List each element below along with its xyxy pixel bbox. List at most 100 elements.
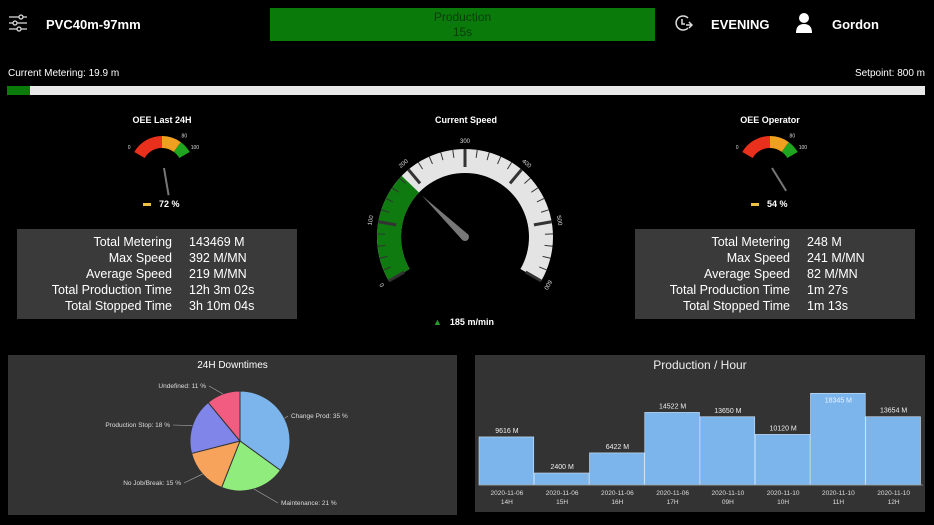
gauge-tick-label: 100 bbox=[799, 145, 808, 151]
arrow-up-icon: ▲ bbox=[433, 317, 442, 327]
stats-row: Max Speed 392 M/MN bbox=[17, 250, 297, 266]
minor-tick bbox=[531, 187, 539, 193]
machine-status-banner: Production 15s bbox=[270, 8, 655, 41]
minor-tick bbox=[497, 156, 502, 165]
minor-tick bbox=[538, 266, 547, 271]
operator-name[interactable]: Gordon bbox=[832, 17, 879, 32]
production-hour-title: Production / Hour bbox=[653, 358, 747, 372]
x-tick-label-hour: 16H bbox=[611, 499, 623, 506]
stats-value: 12h 3m 02s bbox=[189, 283, 255, 297]
x-tick-label-date: 2020-11-06 bbox=[546, 490, 579, 497]
x-tick-label-hour: 14H bbox=[501, 499, 513, 506]
oee-24h-value: 72 % bbox=[143, 199, 180, 209]
major-tick bbox=[533, 220, 552, 227]
pie-slice-label: Undefined: 11 % bbox=[158, 383, 206, 390]
minor-tick bbox=[475, 149, 478, 158]
pie-slice-label: Production Stop: 18 % bbox=[105, 422, 170, 429]
shift-name: EVENING bbox=[711, 17, 770, 32]
speed-needle bbox=[421, 195, 468, 240]
stats-value: 143469 M bbox=[189, 235, 245, 249]
stats-label: Average Speed bbox=[704, 267, 790, 281]
bar bbox=[754, 434, 811, 486]
pie-label-connector bbox=[183, 473, 203, 484]
bar bbox=[589, 452, 645, 486]
settings-sliders-icon[interactable] bbox=[8, 13, 28, 33]
bar bbox=[478, 436, 535, 486]
speed-tick-label: 0 bbox=[379, 281, 386, 287]
oee-24h-title: OEE Last 24H bbox=[132, 115, 192, 125]
stats-row: Total Production Time 12h 3m 02s bbox=[17, 282, 297, 298]
downtimes-pie-chart: Change Prod: 35 % Maintenance: 21 % No Job… bbox=[105, 383, 348, 507]
minor-tick bbox=[428, 156, 433, 165]
status-duration: 15s bbox=[452, 25, 473, 39]
major-tick bbox=[524, 270, 542, 283]
major-tick bbox=[508, 168, 523, 185]
minor-tick bbox=[440, 152, 444, 161]
gauge-tick-label: 80 bbox=[790, 133, 796, 139]
pie-slice bbox=[189, 401, 241, 455]
gauge-tick-label: 50 bbox=[159, 130, 165, 132]
user-icon[interactable] bbox=[795, 12, 813, 39]
bar-data-label: 10120 M bbox=[770, 425, 797, 432]
stats-value: 392 M/MN bbox=[189, 251, 247, 265]
stats-value: 241 M/MN bbox=[807, 251, 865, 265]
stats-label: Total Stopped Time bbox=[64, 299, 172, 313]
stats-label: Total Production Time bbox=[669, 283, 790, 297]
bar-data-label: 18345 M bbox=[825, 397, 852, 404]
x-tick-label-hour: 10H bbox=[777, 499, 789, 506]
x-tick-label-hour: 17H bbox=[667, 499, 679, 506]
bar bbox=[644, 412, 700, 486]
pie-slice-label: Maintenance: 21 % bbox=[281, 500, 337, 507]
setpoint-label: Setpoint: 800 m bbox=[854, 68, 925, 79]
minor-tick bbox=[452, 149, 455, 158]
gauge-band-1 bbox=[162, 136, 181, 152]
speed-gauge-track bbox=[377, 149, 553, 281]
downtimes-panel: 24H Downtimes Change Prod: 35 % Maintenan… bbox=[8, 355, 457, 515]
stats-row: Total Metering 143469 M bbox=[17, 234, 297, 250]
x-tick-label-date: 2020-11-06 bbox=[656, 490, 689, 497]
pie-label-connector bbox=[253, 488, 279, 504]
minor-tick bbox=[486, 152, 490, 161]
oee-24h-value-text: 72 % bbox=[159, 199, 180, 209]
gauge-tick-label: 100 bbox=[191, 145, 200, 151]
minor-tick bbox=[542, 255, 551, 259]
product-name: PVC40m-97mm bbox=[46, 17, 141, 32]
stats-label: Average Speed bbox=[86, 267, 172, 281]
metering-progress-fill bbox=[7, 86, 30, 95]
stats-label: Total Metering bbox=[93, 235, 172, 249]
minor-tick bbox=[385, 197, 394, 203]
gauge-needle bbox=[771, 167, 787, 192]
x-tick-label-hour: 12H bbox=[888, 499, 900, 506]
gauge-tick-label: 50 bbox=[767, 130, 773, 132]
speed-value: ▲ 185 m/min bbox=[433, 317, 494, 327]
pie-label-connector bbox=[284, 415, 289, 419]
speed-tick-label: 200 bbox=[398, 158, 410, 169]
oee-operator-value: 54 % bbox=[751, 199, 788, 209]
stats-operator-table: Total Metering 248 M Max Speed 241 M/MN Aver… bbox=[635, 229, 915, 319]
oee-operator-title: OEE Operator bbox=[740, 115, 800, 125]
speed-needle-hub bbox=[461, 233, 469, 241]
minor-tick bbox=[399, 177, 406, 184]
stats-value: 3h 10m 04s bbox=[189, 299, 255, 313]
gauge-band-1 bbox=[770, 136, 789, 152]
speed-tick-label: 400 bbox=[520, 159, 532, 170]
x-tick-label-date: 2020-11-10 bbox=[767, 490, 800, 497]
status-label: Production bbox=[433, 10, 492, 24]
pie-label-connector bbox=[172, 424, 193, 426]
x-tick-label-hour: 11H bbox=[833, 499, 845, 506]
bar-data-label: 2400 M bbox=[550, 464, 574, 471]
minor-tick bbox=[524, 177, 531, 184]
minor-tick bbox=[506, 162, 513, 170]
bar-data-label: 13650 M bbox=[714, 408, 741, 415]
stats-row: Total Metering 248 M bbox=[635, 234, 915, 250]
speed-value-text: 185 m/min bbox=[449, 317, 494, 327]
minor-tick bbox=[391, 187, 399, 193]
x-tick-label-hour: 15H bbox=[556, 499, 568, 506]
speed-tick-label: 300 bbox=[460, 139, 471, 145]
minor-tick bbox=[379, 255, 388, 259]
x-tick-label-date: 2020-11-10 bbox=[822, 490, 855, 497]
minor-tick bbox=[544, 244, 553, 247]
stats-value: 82 M/MN bbox=[807, 267, 858, 281]
bar bbox=[865, 416, 921, 486]
